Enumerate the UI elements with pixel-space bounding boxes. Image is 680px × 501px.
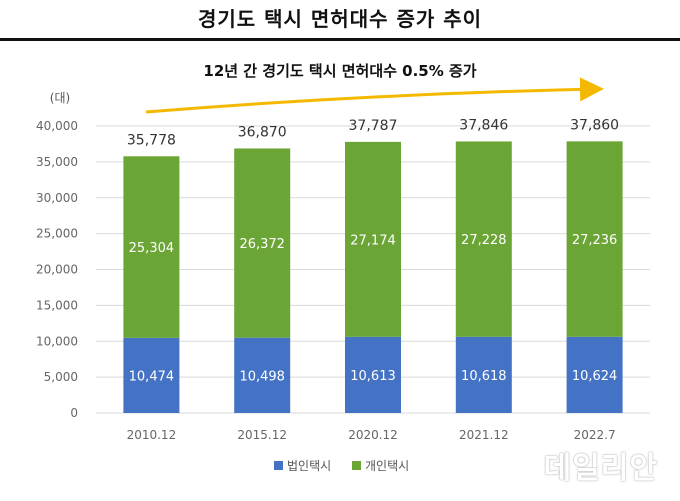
x-tick-label: 2010.12: [127, 428, 177, 442]
trend-arrow: [145, 77, 604, 114]
stacked-bar-chart: 12년 간 경기도 택시 면허대수 0.5% 증가 (대) 0 5,000 10,000…: [36, 62, 650, 473]
bar-data-label: 10,613: [350, 369, 396, 384]
bar-segment-individual: [566, 141, 623, 337]
bar-segment-corporate: [566, 336, 623, 413]
bar-data-label: 10,618: [461, 369, 507, 384]
y-tick-label: 20,000: [36, 263, 78, 277]
bar-data-label: 27,228: [461, 233, 507, 248]
bar-data-label: 25,304: [129, 241, 175, 256]
bar-segment-corporate: [455, 336, 512, 413]
bar-segment-individual: [234, 148, 291, 338]
bar-segment-individual: [455, 141, 512, 337]
bar-data-label: 27,236: [572, 233, 618, 248]
bar-data-label: 26,372: [239, 237, 285, 252]
x-tick-label: 2015.12: [237, 428, 287, 442]
chart-subtitle: 12년 간 경기도 택시 면허대수 0.5% 증가: [203, 62, 476, 80]
y-tick-label: 15,000: [36, 298, 78, 312]
title-divider: [0, 38, 680, 41]
bar-segment-individual: [345, 141, 401, 337]
bar-total-label: 37,860: [570, 117, 619, 133]
bar-data-label: 10,624: [572, 369, 618, 384]
legend-label: 개인택시: [365, 459, 409, 473]
bar-total-label: 35,778: [127, 132, 176, 148]
watermark-logo: 데일리안: [543, 451, 658, 486]
y-tick-label: 10,000: [36, 334, 78, 348]
bar-data-label: 10,498: [239, 369, 285, 384]
bar-data-label: 27,174: [350, 233, 396, 248]
y-tick-label: 0: [70, 406, 78, 420]
x-tick-label: 2021.12: [459, 428, 509, 442]
bar-data-label: 10,474: [129, 369, 175, 384]
bar-total-label: 37,846: [459, 117, 508, 133]
y-tick-label: 25,000: [36, 227, 78, 241]
bar-segment-corporate: [234, 337, 291, 413]
y-tick-label: 35,000: [36, 155, 78, 169]
page-title: 경기도 택시 면허대수 증가 추이: [197, 7, 483, 31]
bar-total-label: 36,870: [238, 124, 287, 140]
y-tick-label: 40,000: [36, 119, 78, 133]
legend-swatch: [274, 461, 283, 470]
bar-segment-corporate: [123, 337, 180, 413]
bar-segment-corporate: [345, 336, 401, 413]
bar-total-label: 37,787: [349, 118, 398, 134]
legend-label: 법인택시: [287, 459, 331, 473]
legend-swatch: [352, 461, 361, 470]
chart-area: 12년 간 경기도 택시 면허대수 0.5% 증가 (대) 0 5,000 10,000…: [18, 48, 662, 490]
bar-segment-individual: [123, 156, 180, 338]
y-axis-unit-label: (대): [50, 91, 70, 105]
y-tick-label: 30,000: [36, 191, 78, 205]
y-tick-label: 5,000: [44, 370, 78, 384]
x-tick-label: 2020.12: [348, 428, 398, 442]
x-tick-label: 2022.7: [574, 428, 616, 442]
